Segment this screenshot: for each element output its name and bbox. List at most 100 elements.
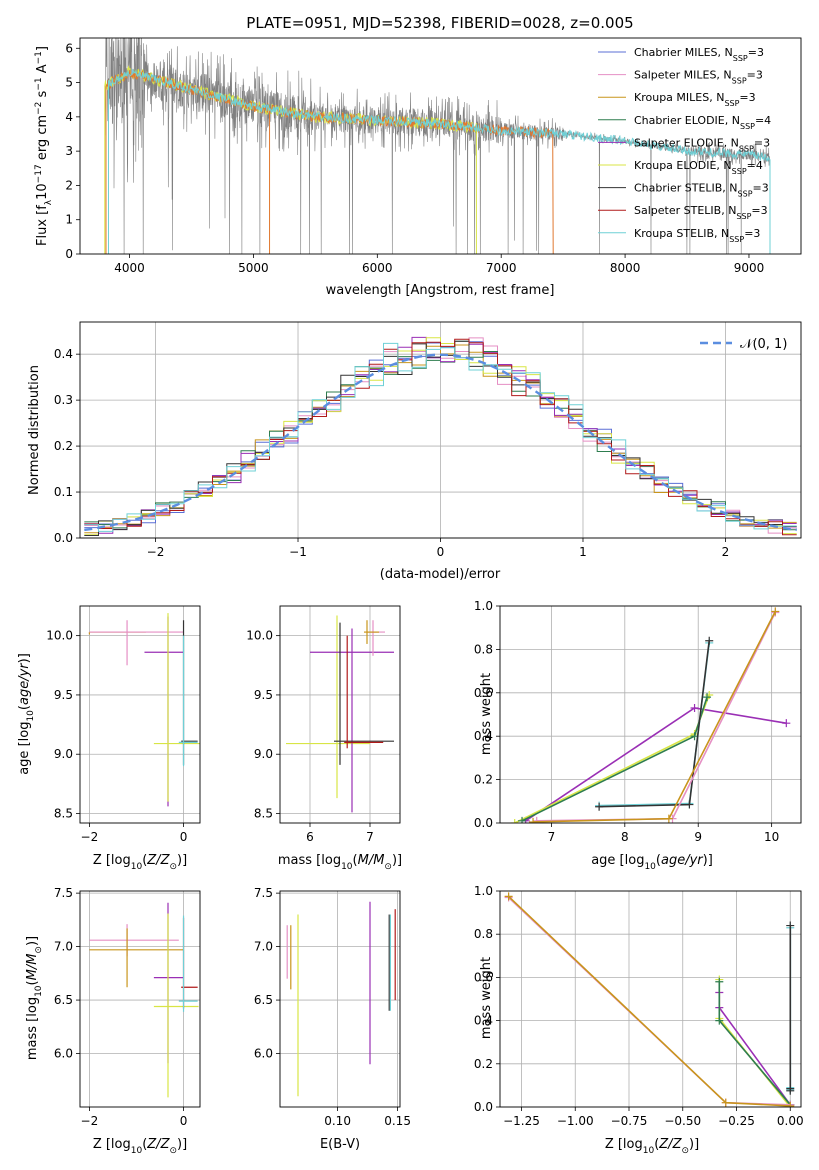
mass_weight_vs_age-marker <box>532 816 541 823</box>
mass_weight_vs_age-series-line <box>521 696 708 822</box>
mass_weight_vs_age-xlabel-part: ( <box>656 853 661 868</box>
age_vs_Z-xlabel: Z [log10(Z/Z⊙)] <box>93 853 187 872</box>
age_vs_Z-xtick-label: 0 <box>180 830 188 844</box>
mass_weight_vs_age-xlabel: age [log10(age/yr)] <box>591 853 713 872</box>
mass_vs_ebv-xtick-label: 0.15 <box>384 1114 411 1128</box>
legend-entry-value: =3 <box>744 227 760 240</box>
legend-entry-sub: SSP <box>724 99 739 108</box>
legend-entry-name: Chabrier STELIB, N <box>634 182 738 195</box>
mass_weight_vs_age-marker <box>690 703 699 712</box>
spectrum-ytick-label: 5 <box>65 76 73 90</box>
legend-entry-value: =3 <box>753 182 769 195</box>
mass_weight_vs_age-xtick-label: 8 <box>621 830 629 844</box>
legend-entry-sub: SSP <box>732 76 747 85</box>
spectrum-xtick-label: 6000 <box>362 261 393 275</box>
mass_weight_vs_Z-marker <box>786 921 795 930</box>
mass_weight_vs_Z-axes: −1.25 −1.00 −0.75 −0.50 −0.25 0.00 0.0 0.2 0.4 0.… <box>474 884 804 1128</box>
mass_vs_Z-ytick-label: 6.5 <box>54 993 73 1007</box>
spectrum-ytick-label: 4 <box>65 110 73 124</box>
mass_weight_vs_Z-series-line <box>508 896 791 1106</box>
legend-entry: Salpeter MILES, NSSP=3 <box>634 69 763 86</box>
age_vs_mass-ytick-label: 9.5 <box>254 688 273 702</box>
mass_weight_vs_Z-xtick-label: −0.75 <box>611 1114 648 1128</box>
age_vs_Z-xlabel-part: Z [log <box>93 853 131 868</box>
age_vs_mass-xlabel-part: ( <box>353 853 358 868</box>
mass_weight_vs_Z-ytick-label: 0.4 <box>474 1014 493 1028</box>
residuals-ytick-label: 0.3 <box>54 393 73 407</box>
mass_weight_vs_age-ylabel: mass weight <box>479 673 494 755</box>
mass_weight_vs_age-marker <box>782 719 791 728</box>
age_vs_mass-xtick-label: 7 <box>366 830 374 844</box>
residuals-ytick-label: 0.0 <box>54 531 73 545</box>
legend-entry: Salpeter STELIB, NSSP=3 <box>634 204 768 221</box>
mass_weight_vs_Z-xtick-label: 0.00 <box>777 1114 804 1128</box>
residuals-ytick-label: 0.2 <box>54 439 73 453</box>
legend-entry-sub: SSP <box>733 54 748 63</box>
mass_weight_vs_Z-ytick-label: 1.0 <box>474 884 493 898</box>
residuals-xlabel: (data-model)/error <box>380 567 501 582</box>
age_vs_Z-xlabel-part: ( <box>142 853 147 868</box>
legend-entry-name: Kroupa ELODIE, N <box>634 159 732 172</box>
mass_weight_vs_Z-marker <box>721 1098 730 1107</box>
histogram-salpeter-stelib <box>84 338 797 536</box>
mass_weight_vs_Z-xlabel-part: Z [log <box>605 1137 643 1152</box>
mass_vs_Z-ytick-label: 7.0 <box>54 940 73 954</box>
spectrum-ylabel-part: s <box>35 90 50 101</box>
spectrum-ytick-label: 0 <box>65 247 73 261</box>
residuals-ylabel-part: Normed distribution <box>27 365 42 495</box>
mass_vs_ebv-ytick-label: 7.0 <box>254 940 273 954</box>
mass_weight_vs_Z-ytick-label: 0.8 <box>474 927 493 941</box>
mass_weight_vs_age-axes: 7 8 9 10 0.0 0.2 0.4 0.6 0.8 1.0 <box>474 599 802 844</box>
spectrum-ylabel-part: −1 <box>34 77 44 90</box>
mass_weight_vs_age-ytick-label: 0.6 <box>474 686 493 700</box>
residuals-xtick-label: 2 <box>722 545 730 559</box>
mass_vs_Z-ylabel-part: M/M <box>25 954 40 981</box>
residuals-xtick-label: 0 <box>437 545 445 559</box>
residuals-xtick-label: −2 <box>147 545 165 559</box>
age_vs_mass-xlabel-part: M/M <box>358 853 385 868</box>
spectrum-ylabel-part: −17 <box>34 164 44 183</box>
legend-entry-sub: SSP <box>736 212 751 221</box>
spectrum-ytick-label: 6 <box>65 41 73 55</box>
legend-entry: Chabrier MILES, NSSP=3 <box>634 46 764 63</box>
age_vs_mass-xtick-label: 6 <box>306 830 314 844</box>
mass_weight_vs_Z-ytick-label: 0.6 <box>474 970 493 984</box>
age_vs_Z-ytick-label: 8.5 <box>54 807 73 821</box>
legend-entry-name: Chabrier ELODIE, N <box>634 114 740 127</box>
age_vs_mass-frame <box>279 605 401 824</box>
legend-entry: Kroupa MILES, NSSP=3 <box>634 91 756 108</box>
mass_vs_Z-ytick-label: 6.0 <box>54 1047 73 1061</box>
legend-entry-value: =3 <box>747 69 763 82</box>
age_vs_Z-ylabel-part: age [log <box>17 722 32 775</box>
age_vs_mass-plot-area <box>286 615 394 813</box>
mass_weight_vs_age-marker <box>705 636 714 645</box>
spectrum-ytick-label: 3 <box>65 144 73 158</box>
legend-entry-value: =3 <box>739 91 755 104</box>
mass_weight_vs_age-marker <box>518 816 527 823</box>
spectrum-data-line <box>104 38 771 254</box>
legend-entry-name: Kroupa STELIB, N <box>634 227 729 240</box>
mass_vs_Z-xlabel-part: Z [log <box>93 1137 131 1152</box>
mass_weight_vs_Z-xtick-label: −1.25 <box>503 1114 540 1128</box>
spectrum-frame <box>79 37 802 255</box>
legend-entry-sub: SSP <box>732 167 747 176</box>
mass_weight_vs_Z-ytick-label: 0.0 <box>474 1100 493 1114</box>
legend-entry-sub: SSP <box>729 234 744 243</box>
mass_weight_vs_age-xtick-label: 9 <box>694 830 702 844</box>
mass_weight_vs_Z-xtick-label: −0.25 <box>718 1114 755 1128</box>
legend-entry: Salpeter ELODIE, NSSP=3 <box>634 136 770 153</box>
mass_weight_vs_age-plot-area <box>510 607 791 823</box>
mass_vs_Z-ylabel-part: ( <box>25 980 40 985</box>
gaussian-curve <box>84 353 797 532</box>
legend-entry-value: =3 <box>748 46 764 59</box>
residuals-plot-area <box>84 336 797 536</box>
legend-entry: Chabrier STELIB, NSSP=3 <box>634 182 769 199</box>
residuals-ylabel: Normed distribution <box>27 365 42 495</box>
age_vs_Z-xlabel-part: ⊙ <box>169 862 177 872</box>
residuals-ytick-label: 0.4 <box>54 347 73 361</box>
mass_weight_vs_Z-marker <box>715 977 724 986</box>
legend-entry-value: =4 <box>755 114 771 127</box>
spectrum-xlabel: wavelength [Angstrom, rest frame] <box>326 283 555 298</box>
legend-entry-name: Kroupa MILES, N <box>634 91 724 104</box>
